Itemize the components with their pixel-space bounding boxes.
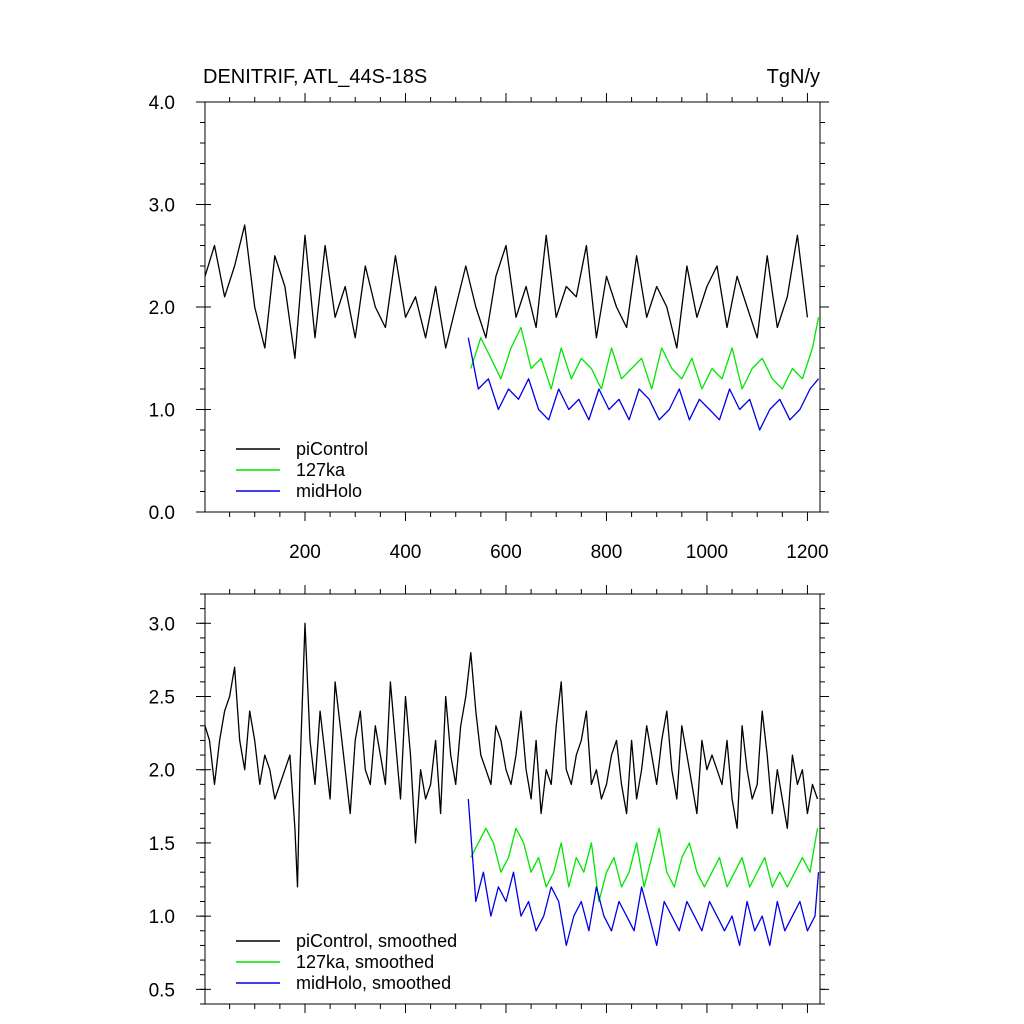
bottom-y-tick-label: 1.5 — [149, 834, 175, 855]
top-y-tick-label: 1.0 — [149, 401, 175, 422]
bottom-legend-label: piControl, smoothed — [296, 931, 457, 951]
top-x-tick-label: 200 — [289, 542, 321, 563]
top-legend-label: piControl — [296, 439, 368, 459]
bottom-y-tick-label: 2.5 — [149, 688, 175, 709]
bottom-plot-frame — [204, 593, 821, 1005]
bottom-ticks: 0.5 1.0 1.5 2.0 2.5 3.0 — [149, 585, 829, 1013]
bottom-series-line-0 — [204, 622, 819, 888]
top-series-line-2 — [467, 337, 819, 431]
top-panel: DENITRIF, ATL_44S-18S TgN/y 0.0 1.0 2.0 3.0… — [149, 66, 829, 563]
top-x-tick-label: 600 — [490, 542, 522, 563]
top-x-tick-label: 1200 — [786, 542, 828, 563]
top-x-tick-label: 1000 — [686, 542, 728, 563]
bottom-y-tick-label: 2.0 — [149, 761, 175, 782]
top-y-tick-label: 3.0 — [149, 196, 175, 217]
bottom-series-line-1 — [470, 827, 819, 903]
bottom-panel: 0.5 1.0 1.5 2.0 2.5 3.0 piControl, smoothed12… — [149, 585, 829, 1013]
bottom-legend-label: midHolo, smoothed — [296, 973, 451, 993]
top-series-group — [204, 224, 820, 431]
top-y-tick-label: 2.0 — [149, 298, 175, 319]
top-x-tick-label: 400 — [390, 542, 422, 563]
top-x-tick-label: 800 — [591, 542, 623, 563]
bottom-y-tick-label: 1.0 — [149, 907, 175, 928]
bottom-y-tick-label: 3.0 — [149, 614, 175, 635]
bottom-y-tick-label: 0.5 — [149, 980, 175, 1001]
bottom-series-line-2 — [467, 798, 820, 947]
top-series-line-1 — [470, 317, 820, 390]
bottom-legend-label: 127ka, smoothed — [296, 952, 434, 972]
top-legend-label: midHolo — [296, 481, 362, 501]
top-y-tick-label: 4.0 — [149, 93, 175, 114]
chart-title: DENITRIF, ATL_44S-18S — [203, 66, 427, 88]
bottom-series-group — [204, 622, 820, 947]
top-plot-frame — [204, 101, 821, 513]
units-label: TgN/y — [767, 66, 820, 88]
top-series-line-0 — [204, 224, 809, 359]
top-ticks: 0.0 1.0 2.0 3.0 4.0 200 400 600 800 1000 1200 — [149, 93, 829, 563]
top-legend-label: 127ka — [296, 460, 346, 480]
top-y-tick-label: 0.0 — [149, 503, 175, 524]
